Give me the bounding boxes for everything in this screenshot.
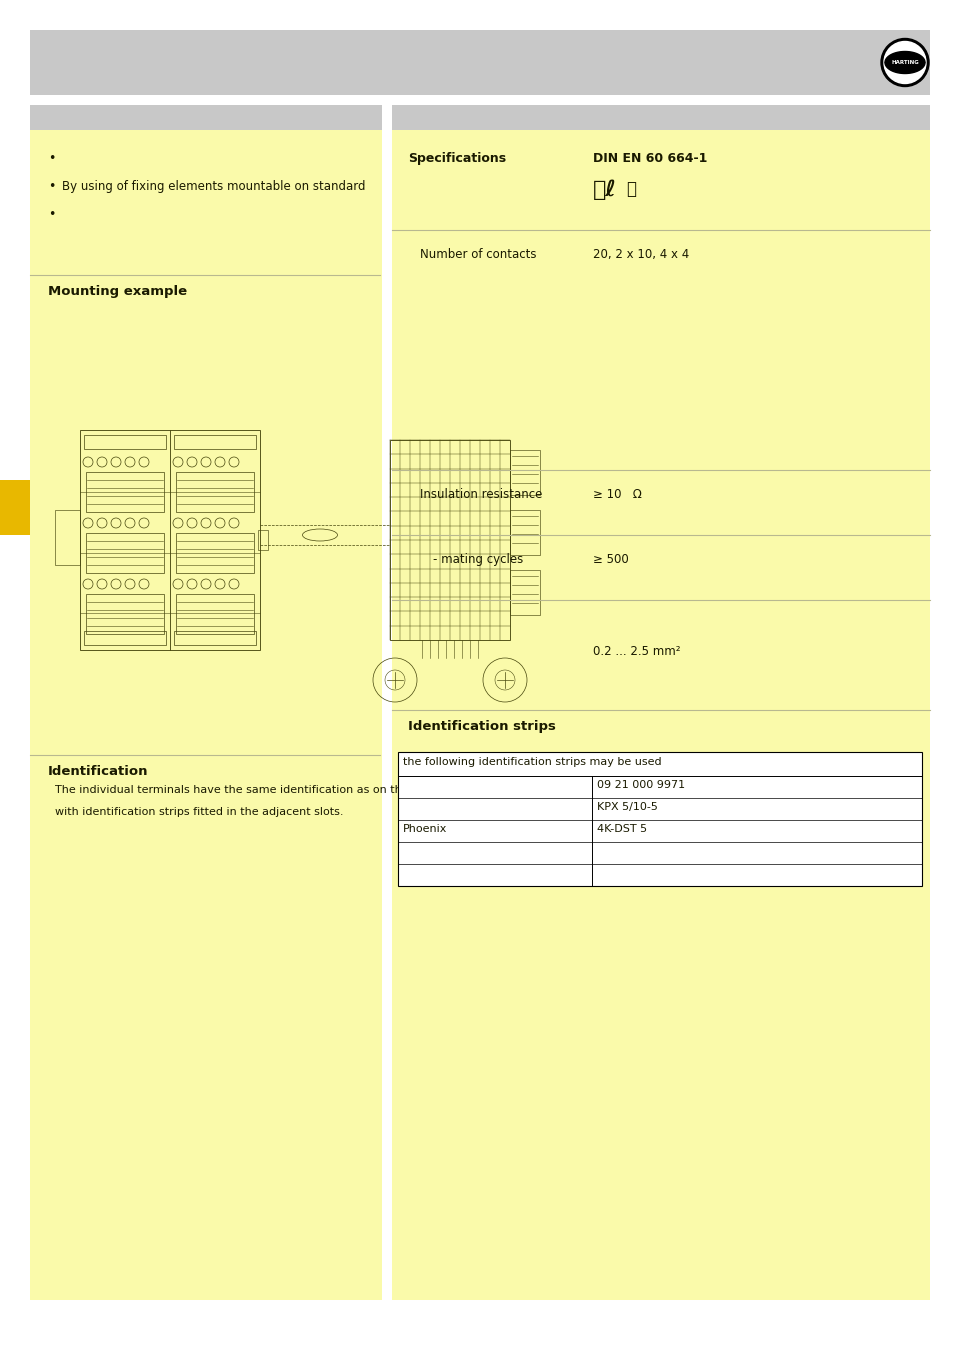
Text: By using of fixing elements mountable on standard: By using of fixing elements mountable on… (62, 180, 365, 193)
Bar (175, 533, 253, 572)
Text: Phoenix: Phoenix (402, 824, 447, 834)
Text: 20, 2 x 10, 4 x 4: 20, 2 x 10, 4 x 4 (593, 248, 688, 261)
Text: Specifications: Specifications (408, 153, 506, 165)
Bar (55, 510, 80, 566)
Bar (390, 440, 510, 640)
Bar (30, 130, 381, 1300)
Text: 4K-DST 5: 4K-DST 5 (597, 824, 646, 834)
Text: - mating cycles: - mating cycles (433, 554, 522, 566)
Bar (84, 435, 166, 450)
Text: HARTING: HARTING (890, 59, 918, 65)
Bar (175, 594, 253, 634)
Bar (86, 472, 164, 512)
Bar (510, 570, 539, 616)
Bar (173, 630, 255, 645)
Bar (30, 30, 929, 95)
Bar (173, 435, 255, 450)
Text: KPX 5/10-5: KPX 5/10-5 (597, 802, 657, 811)
Circle shape (880, 39, 928, 86)
Bar (510, 450, 539, 495)
Text: ⒲ℓ: ⒲ℓ (593, 180, 617, 201)
Text: •: • (48, 180, 55, 193)
Text: with identification strips fitted in the adjacent slots.: with identification strips fitted in the… (48, 807, 343, 817)
Polygon shape (884, 62, 924, 73)
Text: The individual terminals have the same identification as on the: The individual terminals have the same i… (48, 784, 408, 795)
Text: ≥ 500: ≥ 500 (593, 554, 628, 566)
Bar (175, 472, 253, 512)
Polygon shape (884, 51, 924, 62)
Text: 0.2 ... 2.5 mm²: 0.2 ... 2.5 mm² (593, 645, 679, 657)
Bar (86, 533, 164, 572)
Text: Identification strips: Identification strips (408, 720, 556, 733)
Text: Insulation resistance: Insulation resistance (419, 487, 542, 501)
Text: •: • (48, 153, 55, 165)
Bar (80, 431, 260, 649)
Text: ≥ 10   Ω: ≥ 10 Ω (593, 487, 641, 501)
Bar (86, 594, 164, 634)
Bar (397, 752, 921, 886)
Text: Identification: Identification (48, 765, 149, 778)
Text: DIN EN 60 664-1: DIN EN 60 664-1 (593, 153, 706, 165)
Text: Mounting example: Mounting example (48, 285, 187, 298)
Text: 09 21 000 9971: 09 21 000 9971 (597, 780, 684, 790)
Text: Number of contacts: Number of contacts (419, 248, 536, 261)
Circle shape (883, 42, 925, 84)
Bar (392, 105, 929, 130)
Bar (510, 510, 539, 555)
Bar (84, 630, 166, 645)
Text: the following identification strips may be used: the following identification strips may … (402, 757, 661, 767)
Bar (30, 105, 381, 130)
Bar (0, 481, 30, 535)
Text: Ⓢ: Ⓢ (625, 180, 636, 198)
Bar (257, 531, 268, 549)
Bar (392, 130, 929, 1300)
Text: •: • (48, 208, 55, 221)
